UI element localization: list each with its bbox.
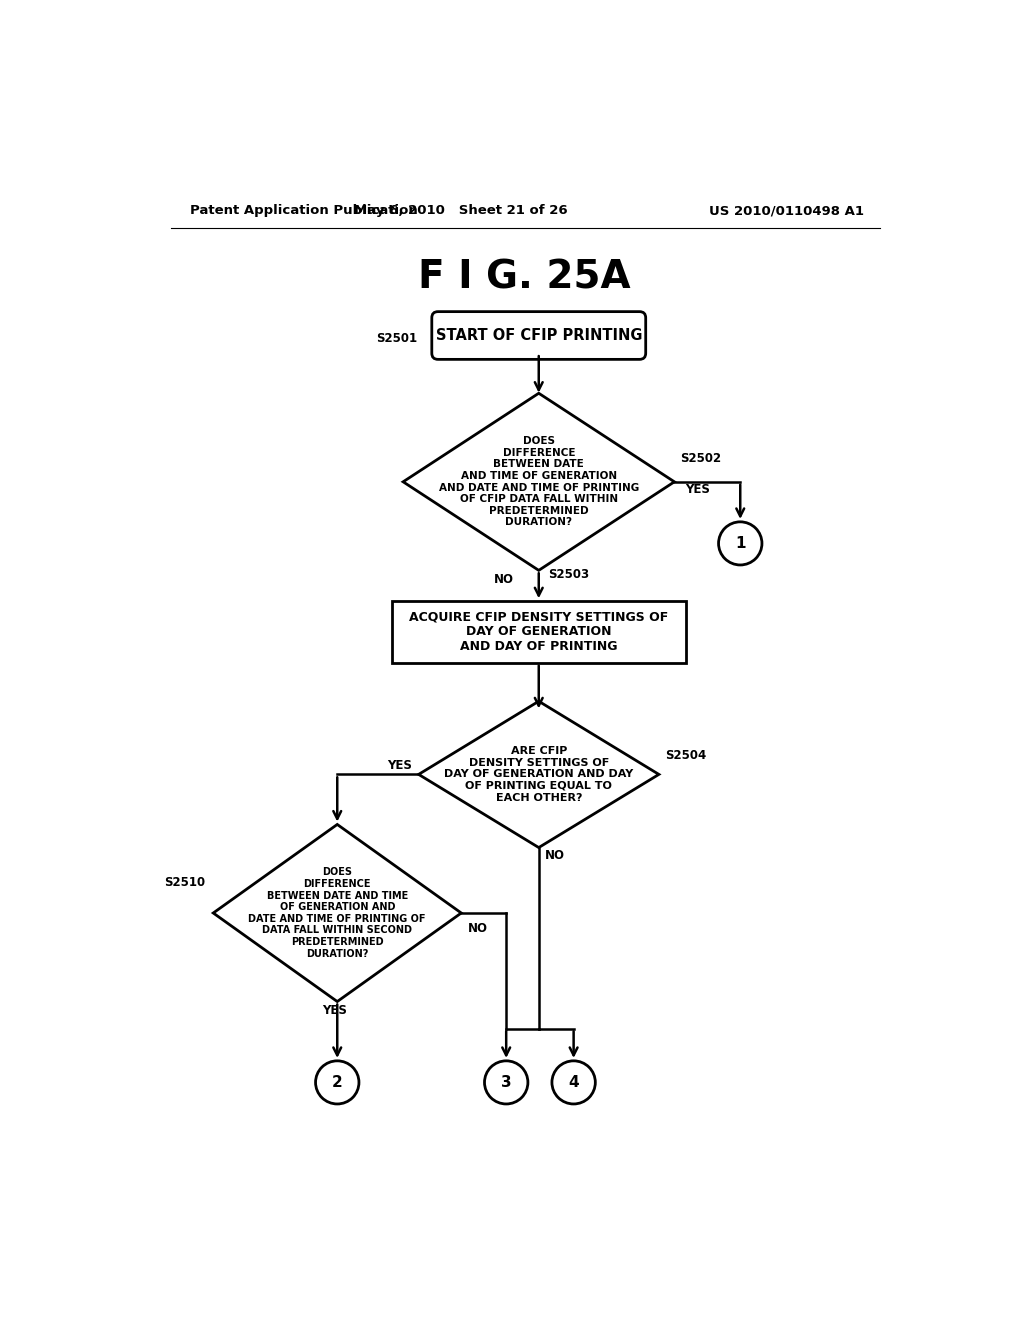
Circle shape bbox=[719, 521, 762, 565]
Text: NO: NO bbox=[545, 849, 565, 862]
Text: US 2010/0110498 A1: US 2010/0110498 A1 bbox=[710, 205, 864, 218]
Text: 2: 2 bbox=[332, 1074, 343, 1090]
Text: Patent Application Publication: Patent Application Publication bbox=[190, 205, 418, 218]
Text: DOES
DIFFERENCE
BETWEEN DATE AND TIME
OF GENERATION AND
DATE AND TIME OF PRINTIN: DOES DIFFERENCE BETWEEN DATE AND TIME OF… bbox=[249, 867, 426, 958]
Circle shape bbox=[552, 1061, 595, 1104]
Bar bbox=[391, 601, 686, 663]
FancyBboxPatch shape bbox=[432, 312, 646, 359]
Text: ACQUIRE CFIP DENSITY SETTINGS OF
DAY OF GENERATION
AND DAY OF PRINTING: ACQUIRE CFIP DENSITY SETTINGS OF DAY OF … bbox=[410, 610, 669, 653]
Text: S2502: S2502 bbox=[681, 453, 722, 465]
Polygon shape bbox=[419, 701, 658, 847]
Polygon shape bbox=[403, 393, 675, 570]
Text: S2503: S2503 bbox=[548, 568, 589, 581]
Text: 3: 3 bbox=[501, 1074, 512, 1090]
Text: May 6, 2010   Sheet 21 of 26: May 6, 2010 Sheet 21 of 26 bbox=[354, 205, 568, 218]
Text: YES: YES bbox=[322, 1005, 347, 1018]
Circle shape bbox=[484, 1061, 528, 1104]
Text: S2504: S2504 bbox=[665, 748, 707, 762]
Polygon shape bbox=[213, 825, 461, 1002]
Text: 1: 1 bbox=[735, 536, 745, 550]
Text: NO: NO bbox=[467, 921, 487, 935]
Text: DOES
DIFFERENCE
BETWEEN DATE
AND TIME OF GENERATION
AND DATE AND TIME OF PRINTIN: DOES DIFFERENCE BETWEEN DATE AND TIME OF… bbox=[438, 436, 639, 528]
Text: 4: 4 bbox=[568, 1074, 579, 1090]
Text: YES: YES bbox=[387, 759, 413, 772]
Text: ARE CFIP
DENSITY SETTINGS OF
DAY OF GENERATION AND DAY
OF PRINTING EQUAL TO
EACH: ARE CFIP DENSITY SETTINGS OF DAY OF GENE… bbox=[444, 746, 634, 803]
Text: S2510: S2510 bbox=[165, 875, 206, 888]
Text: NO: NO bbox=[494, 573, 514, 586]
Text: START OF CFIP PRINTING: START OF CFIP PRINTING bbox=[435, 327, 642, 343]
Text: YES: YES bbox=[685, 483, 710, 496]
Circle shape bbox=[315, 1061, 359, 1104]
Text: S2501: S2501 bbox=[376, 333, 417, 345]
Text: F I G. 25A: F I G. 25A bbox=[419, 259, 631, 297]
